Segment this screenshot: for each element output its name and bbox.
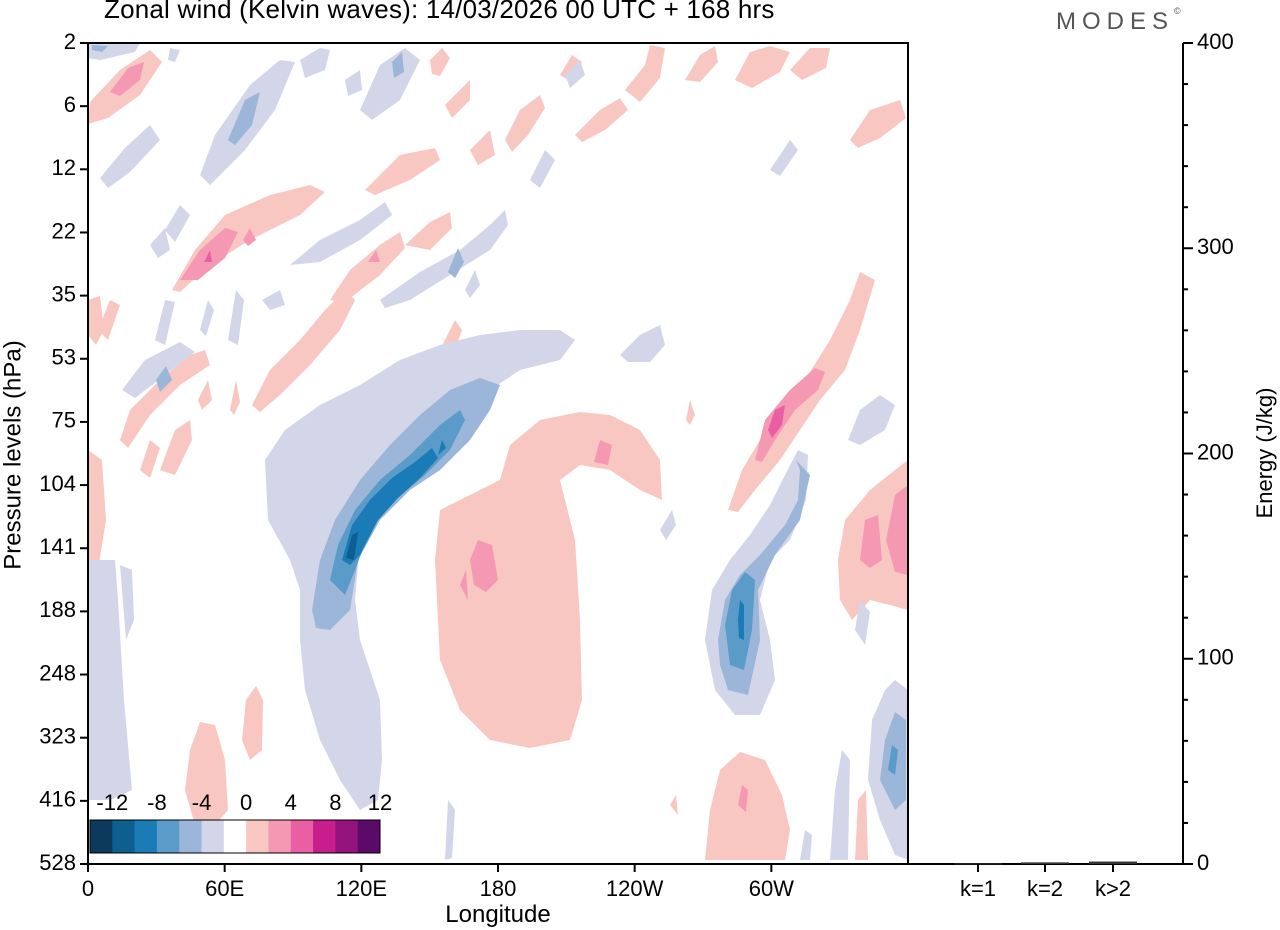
colorbar-label: 8 <box>329 790 341 815</box>
y-tick-label: 248 <box>39 660 76 685</box>
colorbar-swatch <box>335 820 359 853</box>
wind-contour-field <box>88 43 908 860</box>
energy-tick-label: 0 <box>1197 850 1209 875</box>
y-tick-label: 35 <box>52 281 76 306</box>
y-tick-label: 141 <box>39 534 76 559</box>
x-tick-label: 120E <box>336 876 387 901</box>
colorbar-label: -8 <box>147 790 167 815</box>
colorbar-swatch <box>246 820 269 853</box>
energy-tick-label: 200 <box>1197 439 1234 464</box>
colorbar-swatch <box>357 820 381 853</box>
copyright-mark: © <box>1174 6 1181 16</box>
energy-bar <box>954 863 1002 865</box>
colorbar-swatch <box>156 820 180 853</box>
chart-title: Zonal wind (Kelvin waves): 14/03/2026 00… <box>104 0 775 24</box>
pressure-axis: 2 6 12 22 35 53 75 104 141 188 248 323 416 528 <box>39 29 88 875</box>
colorbar-label: -4 <box>192 790 212 815</box>
colorbar-swatch <box>134 820 158 853</box>
energy-bar-panel: 0 100 200 300 400 k=1 k=2 k>2 Energy (J/kg) <box>907 29 1277 901</box>
energy-bar <box>1089 861 1137 864</box>
colorbar-label: 0 <box>240 790 252 815</box>
brand-logo: MODES© <box>1056 6 1181 36</box>
y-tick-label: 6 <box>64 92 76 117</box>
x-tick-label: 120W <box>606 876 664 901</box>
energy-category-label: k=1 <box>960 876 996 901</box>
y-axis-label: Pressure levels (hPa) <box>0 340 26 569</box>
colorbar-swatch <box>223 820 247 853</box>
y-tick-label: 528 <box>39 850 76 875</box>
colorbar-label: 12 <box>368 790 392 815</box>
energy-category-label: k=2 <box>1027 876 1063 901</box>
colorbar-legend: -12 -8 -4 0 4 8 12 <box>89 790 392 854</box>
y-tick-label: 2 <box>64 29 76 54</box>
y-tick-label: 416 <box>39 787 76 812</box>
x-tick-label: 60E <box>205 876 244 901</box>
colorbar-swatch <box>201 820 225 853</box>
y-tick-label: 75 <box>52 408 76 433</box>
colorbar-swatch <box>268 820 292 853</box>
colorbar-swatch <box>112 820 136 853</box>
colorbar-frame <box>89 819 381 854</box>
x-tick-label: 60W <box>749 876 794 901</box>
energy-tick-label: 100 <box>1197 645 1234 670</box>
energy-category-label: k>2 <box>1095 876 1131 901</box>
y-tick-label: 12 <box>52 155 76 180</box>
y-tick-label: 104 <box>39 471 76 496</box>
energy-tick-label: 400 <box>1197 29 1234 54</box>
colorbar-swatch <box>90 820 113 853</box>
energy-bars: k=1 k=2 k>2 <box>954 861 1137 901</box>
energy-axis: 0 100 200 300 400 <box>1183 29 1234 875</box>
y-tick-label: 188 <box>39 597 76 622</box>
colorbar-swatch <box>179 820 202 853</box>
colorbar-label: -12 <box>96 790 128 815</box>
x-tick-label: 180 <box>480 876 517 901</box>
y-tick-label: 53 <box>52 345 76 370</box>
brand-name: MODES <box>1056 8 1175 35</box>
x-tick-label: 0 <box>82 876 94 901</box>
energy-axis-label: Energy (J/kg) <box>1252 388 1277 519</box>
y-tick-label: 22 <box>52 218 76 243</box>
energy-bar <box>1021 862 1069 864</box>
x-axis-label: Longitude <box>445 901 550 928</box>
colorbar-swatch <box>313 820 336 853</box>
colorbar-label: 4 <box>285 790 297 815</box>
longitude-axis: 0 60E 120E 180 120W 60W <box>82 864 794 901</box>
y-tick-label: 323 <box>39 724 76 749</box>
energy-tick-label: 300 <box>1197 234 1234 259</box>
colorbar-swatch <box>290 820 314 853</box>
